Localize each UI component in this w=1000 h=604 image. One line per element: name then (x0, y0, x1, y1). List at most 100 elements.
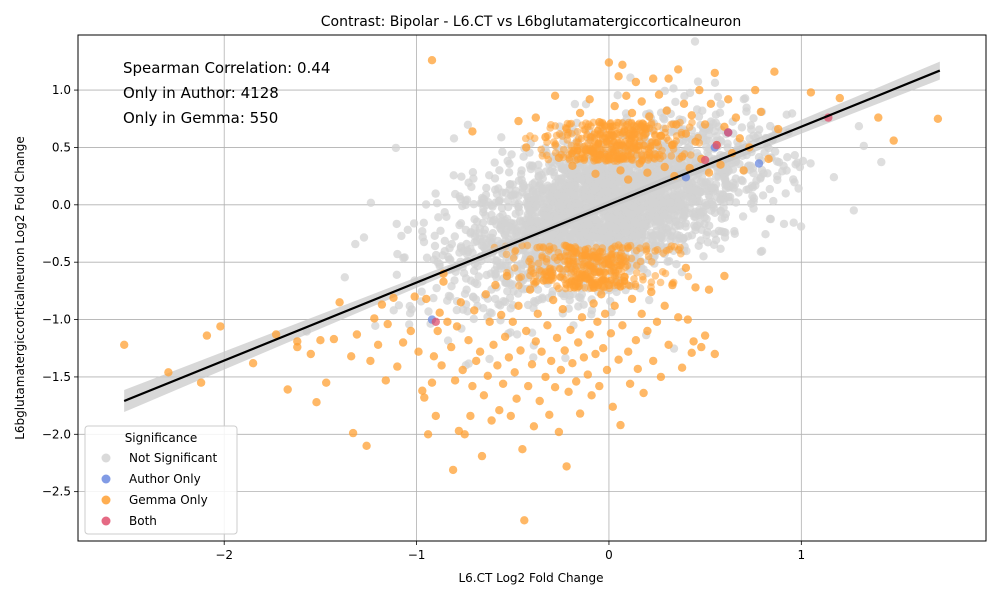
gemma-only-point (564, 387, 573, 396)
gemma-only-point (700, 120, 710, 129)
not-significant-point (559, 165, 568, 174)
gemma-only-point (562, 124, 571, 134)
not-significant-point (709, 203, 718, 213)
not-significant-point (444, 291, 454, 301)
not-significant-point (735, 159, 744, 169)
gemma-only-point (448, 465, 458, 475)
not-significant-point (618, 221, 628, 231)
not-significant-point (461, 225, 470, 235)
gemma-only-point (620, 127, 629, 136)
not-significant-point (692, 187, 701, 196)
gemma-only-point (472, 356, 481, 366)
gemma-only-dense-point (580, 125, 588, 134)
y-axis-label: L6bglutamatergiccorticalneuron Log2 Fold… (13, 136, 27, 440)
gemma-only-point (316, 336, 325, 345)
not-significant-point (585, 176, 594, 185)
not-significant-point (405, 301, 414, 311)
gemma-only-point (589, 299, 598, 308)
not-significant-point (566, 188, 575, 197)
not-significant-point (570, 99, 580, 109)
not-significant-point (631, 171, 640, 180)
not-significant-point (760, 148, 769, 157)
gemma-only-point (691, 137, 700, 146)
gemma-only-point (271, 330, 281, 339)
not-significant-point (591, 233, 601, 242)
gemma-only-point (283, 385, 292, 394)
not-significant-point (796, 222, 806, 231)
gemma-only-point (677, 363, 687, 372)
not-significant-point (436, 226, 445, 235)
not-significant-point (486, 233, 495, 242)
gemma-only-point (460, 430, 469, 439)
gemma-only-point (674, 65, 683, 74)
not-significant-point (607, 163, 616, 172)
gemma-only-point (650, 150, 660, 159)
not-significant-point (773, 172, 782, 181)
gemma-only-dense-point (639, 152, 647, 160)
gemma-only-point (629, 143, 639, 152)
gemma-only-dense-point (555, 130, 564, 138)
not-significant-point (713, 92, 723, 102)
not-significant-point (665, 257, 674, 266)
not-significant-point (462, 239, 471, 249)
gemma-only-point (874, 113, 883, 122)
not-significant-point (526, 207, 535, 216)
gemma-only-point (662, 106, 671, 115)
not-significant-point (592, 215, 601, 224)
gemma-only-point (500, 332, 510, 341)
gemma-only-point (664, 340, 673, 349)
gemma-only-point (641, 129, 650, 138)
not-significant-point (495, 196, 505, 205)
not-significant-point (660, 115, 669, 124)
gemma-only-dense-point (538, 252, 546, 260)
not-significant-point (693, 77, 703, 86)
gemma-only-point (322, 378, 331, 387)
gemma-only-point (435, 308, 444, 317)
not-significant-point (472, 237, 482, 246)
not-significant-point (573, 183, 583, 193)
not-significant-point (507, 150, 516, 159)
gemma-only-point (656, 131, 666, 141)
not-significant-point (467, 182, 476, 192)
gemma-only-dense-point (619, 252, 627, 261)
gemma-only-point (483, 371, 492, 380)
gemma-only-dense-point (616, 279, 624, 287)
gemma-only-dense-point (589, 247, 597, 256)
not-significant-point (580, 227, 590, 236)
gemma-only-point (618, 60, 627, 69)
not-significant-point (787, 109, 797, 118)
not-significant-point (671, 97, 680, 107)
gemma-only-dense-point (677, 249, 685, 258)
not-significant-point (709, 119, 718, 128)
not-significant-point (523, 300, 533, 310)
not-significant-point (392, 219, 401, 229)
gemma-only-point (620, 272, 629, 282)
gemma-only-point (558, 305, 567, 314)
gemma-only-point (560, 346, 569, 355)
not-significant-point (702, 214, 711, 223)
not-significant-point (742, 107, 751, 116)
gemma-only-point (566, 325, 575, 335)
gemma-only-point (697, 342, 706, 352)
not-significant-point (552, 214, 562, 223)
gemma-only-point (522, 143, 531, 152)
not-significant-point (443, 336, 453, 345)
gemma-only-point (704, 285, 714, 294)
not-significant-point (798, 156, 808, 166)
gemma-only-dense-point (510, 264, 519, 272)
not-significant-point (522, 191, 531, 200)
not-significant-point (716, 196, 725, 205)
gemma-only-point (522, 326, 531, 336)
gemma-only-point (770, 67, 779, 76)
gemma-only-point (485, 317, 494, 326)
gemma-only-point (595, 118, 604, 127)
gemma-only-dense-point (550, 138, 558, 146)
gemma-only-point (591, 169, 600, 178)
not-significant-point (463, 120, 473, 129)
not-significant-point (389, 306, 398, 315)
gemma-only-point (889, 136, 898, 145)
gemma-only-point (531, 337, 540, 346)
not-significant-point (447, 239, 456, 249)
gemma-only-point (706, 99, 716, 109)
